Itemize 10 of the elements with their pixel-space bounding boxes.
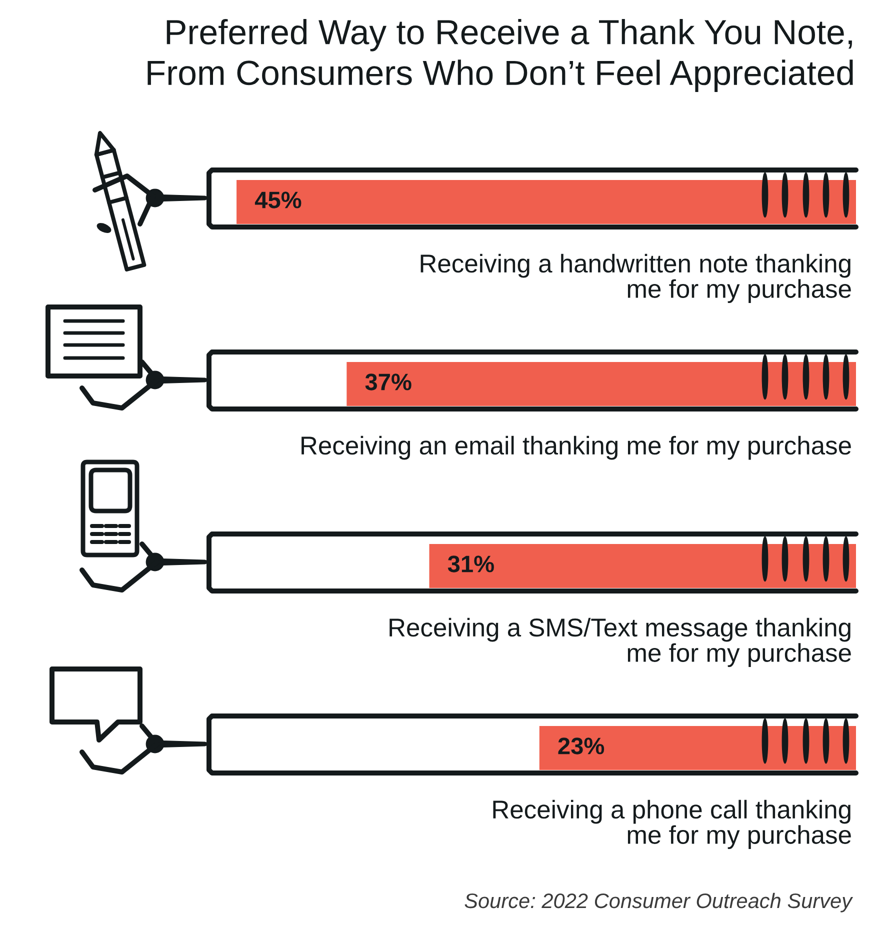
data-label: 31% [448,556,494,572]
data-label: 45% [254,192,302,208]
y-tick-label: Receiving a SMS/Text message thanking me for my purchase [390,618,851,667]
data-label: 37% [365,374,412,390]
data-label: 23% [558,738,604,754]
y-tick-label: Receiving an email thanking me for my purchase [302,436,851,460]
chart-title: Preferred Way to Receive a Thank You Note, From Consumers Who Don’t Feel Appreciated [148,19,853,92]
y-tick-label: Receiving a handwritten note thanking me for my purchase [420,254,851,303]
annotation: Source: 2022 Consumer Outreach Survey [464,892,854,912]
y-tick-label: Receiving a phone call thanking me for my purchase [493,800,851,849]
